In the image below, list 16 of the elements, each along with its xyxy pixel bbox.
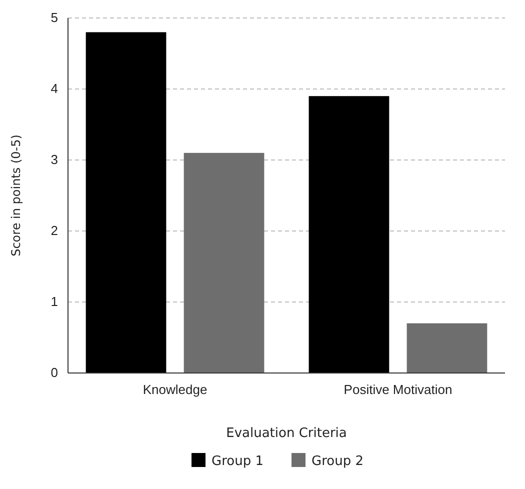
- y-tick-label: 5: [50, 10, 58, 26]
- x-axis-title: Evaluation Criteria: [226, 426, 347, 441]
- y-axis-title: Score in points (0-5): [9, 134, 23, 256]
- x-tick-label: Positive Motivation: [344, 382, 452, 398]
- bar: [86, 32, 166, 373]
- y-tick-label: 1: [50, 294, 58, 310]
- y-tick-label: 4: [50, 81, 58, 96]
- bar: [308, 96, 390, 373]
- x-tick-label: Knowledge: [142, 382, 208, 398]
- bar: [184, 152, 264, 373]
- y-tick-label: 3: [50, 152, 58, 168]
- bar: [406, 323, 488, 373]
- legend-label: Group 1: [212, 454, 264, 469]
- y-tick-label: 0: [50, 365, 58, 380]
- y-tick-label: 2: [50, 223, 58, 238]
- legend-label: Group 2: [312, 454, 364, 469]
